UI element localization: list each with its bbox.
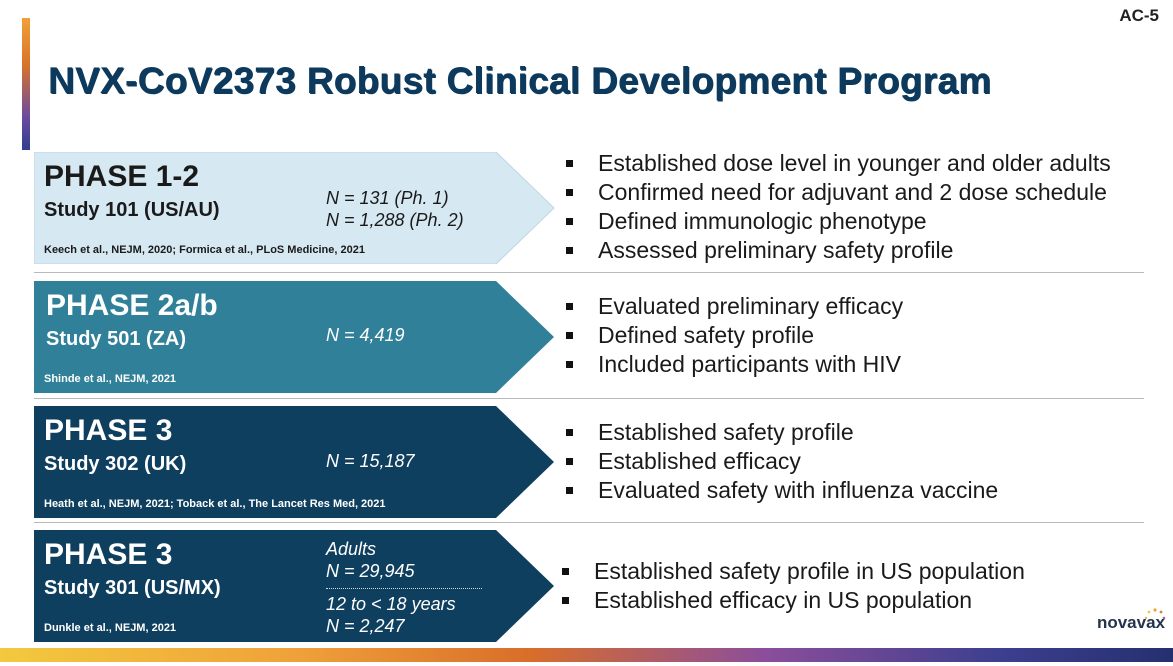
sample-size-line: N = 2,247 (326, 616, 405, 636)
arrow-shape (34, 530, 554, 642)
list-item: Established efficacy in US population (562, 586, 1025, 615)
arrow-shape (34, 406, 554, 518)
bullet-list: Established safety profile Established e… (566, 418, 998, 505)
sample-size: Adults N = 29,945 12 to < 18 years N = 2… (326, 538, 482, 637)
list-item: Assessed preliminary safety profile (566, 236, 1111, 265)
reference: Dunkle et al., NEJM, 2021 (44, 622, 177, 634)
phase-arrow-1: PHASE 1-2 Study 101 (US/AU) N = 131 (Ph.… (34, 152, 556, 264)
age-group-label: Adults (326, 539, 377, 559)
sample-size-line: N = 15,187 (326, 451, 415, 471)
list-item: Established dose level in younger and ol… (566, 149, 1111, 178)
sample-size-line: N = 131 (Ph. 1) (326, 188, 449, 208)
sample-size: N = 4,419 (326, 324, 405, 346)
brand-logo: novavax (1096, 613, 1165, 632)
list-item: Evaluated preliminary efficacy (566, 292, 903, 321)
sample-size: N = 131 (Ph. 1) N = 1,288 (Ph. 2) (326, 187, 464, 231)
group-divider (326, 588, 482, 589)
phase-label: PHASE 2a/b (46, 289, 218, 322)
study-label: Study 501 (ZA) (46, 328, 187, 350)
sample-size-line: N = 29,945 (326, 561, 415, 581)
arrow-shape (34, 152, 555, 264)
slide-id: AC-5 (1119, 6, 1159, 25)
phase-label: PHASE 3 (44, 414, 173, 447)
phase-label: PHASE 1-2 (44, 160, 200, 193)
list-item: Established safety profile in US populat… (562, 557, 1025, 586)
sample-size: N = 15,187 (326, 450, 415, 472)
arrow-shape (34, 281, 554, 393)
sample-size-line: N = 1,288 (Ph. 2) (326, 210, 464, 230)
study-label: Study 101 (US/AU) (44, 199, 220, 221)
reference: Heath et al., NEJM, 2021; Toback et al.,… (44, 498, 386, 510)
novavax-logo-icon (1144, 608, 1166, 620)
list-item: Established safety profile (566, 418, 998, 447)
phase-arrow-4: PHASE 3 Study 301 (US/MX) Adults N = 29,… (34, 530, 556, 642)
list-item: Defined safety profile (566, 321, 903, 350)
list-item: Confirmed need for adjuvant and 2 dose s… (566, 178, 1111, 207)
sample-size-line: N = 4,419 (326, 325, 405, 345)
accent-bar (22, 18, 30, 150)
row-divider (34, 398, 1144, 399)
footer-gradient-bar (0, 648, 1173, 662)
list-item: Defined immunologic phenotype (566, 207, 1111, 236)
phase-arrow-3: PHASE 3 Study 302 (UK) N = 15,187 Heath … (34, 406, 556, 518)
age-group-label: 12 to < 18 years (326, 594, 456, 614)
phase-arrow-2: PHASE 2a/b Study 501 (ZA) N = 4,419 Shin… (34, 281, 556, 393)
bullet-list: Evaluated preliminary efficacy Defined s… (566, 292, 903, 379)
list-item: Established efficacy (566, 447, 998, 476)
list-item: Included participants with HIV (566, 350, 903, 379)
row-divider (34, 272, 1144, 273)
study-label: Study 301 (US/MX) (44, 577, 221, 599)
row-divider (34, 522, 1144, 523)
study-label: Study 302 (UK) (44, 453, 187, 475)
bullet-list: Established safety profile in US populat… (562, 557, 1025, 615)
reference: Shinde et al., NEJM, 2021 (44, 373, 177, 385)
phase-label: PHASE 3 (44, 538, 173, 571)
page-title: NVX-CoV2373 Robust Clinical Development … (48, 60, 992, 101)
reference: Keech et al., NEJM, 2020; Formica et al.… (44, 244, 365, 256)
bullet-list: Established dose level in younger and ol… (566, 149, 1111, 265)
list-item: Evaluated safety with influenza vaccine (566, 476, 998, 505)
